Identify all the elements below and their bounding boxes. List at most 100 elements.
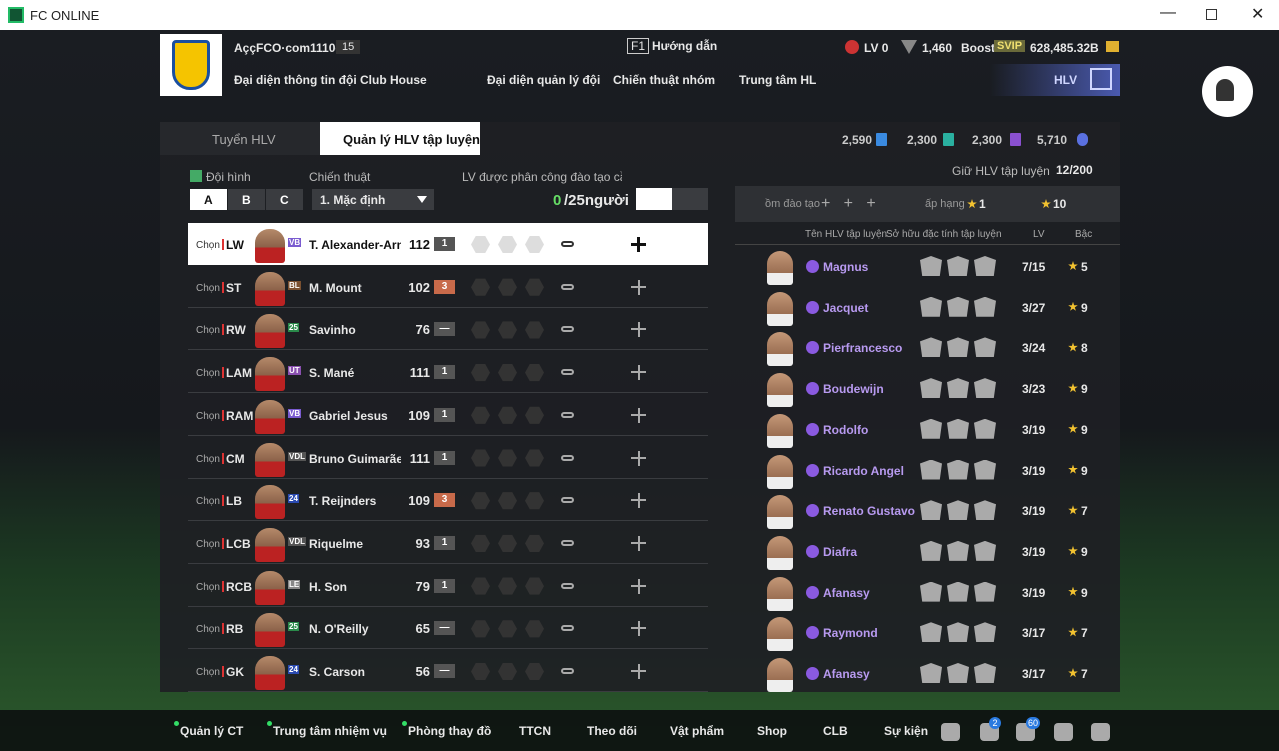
bottom-nav-item[interactable]: Quản lý CT (180, 724, 244, 738)
link-icon[interactable] (561, 369, 574, 376)
choose[interactable]: Chọn (196, 496, 220, 508)
slot (471, 492, 490, 510)
link-icon[interactable] (561, 454, 574, 461)
tab-label[interactable]: Tuyển HLV (212, 132, 276, 147)
add-icon[interactable] (638, 279, 640, 295)
choose[interactable]: Chọn (196, 368, 220, 380)
player-row[interactable] (188, 394, 708, 436)
coach-name[interactable]: Renato Gustavo (823, 504, 916, 519)
add-icon[interactable] (638, 621, 640, 637)
tactic-select[interactable]: 1. Mặc định (312, 189, 434, 210)
coach-name[interactable]: Afanasy (823, 585, 870, 600)
help-key[interactable]: F1 (627, 38, 650, 54)
coach-name[interactable]: Diafra (823, 544, 858, 559)
formation-button[interactable] (190, 189, 227, 210)
link-icon[interactable] (561, 668, 574, 674)
tactic[interactable]: 1. Mặc định (320, 193, 386, 207)
coach-name[interactable]: Boudewijn (823, 382, 884, 397)
maximize[interactable] (1206, 9, 1217, 20)
bottom-nav-item[interactable]: Shop (757, 724, 787, 738)
bottom-nav-item[interactable]: TTCN (519, 724, 551, 738)
bottom-nav-item[interactable]: Sự kiện (884, 724, 929, 738)
add-icon[interactable] (638, 322, 640, 338)
close[interactable]: ✕ (1251, 6, 1265, 23)
formation[interactable]: A (204, 193, 213, 207)
profile-button[interactable] (1202, 66, 1253, 117)
link-icon[interactable] (561, 539, 574, 546)
tab-label[interactable]: Quản lý HLV tập luyện (343, 132, 481, 147)
player-row[interactable] (188, 266, 708, 308)
link-icon[interactable] (561, 625, 574, 632)
choose[interactable]: Chọn (196, 667, 220, 678)
rank-from[interactable]: 1 (979, 197, 986, 211)
rank-filter[interactable]: ấp hạng (925, 198, 965, 210)
add-icon[interactable] (638, 365, 640, 381)
choose[interactable]: Chọn (196, 538, 220, 550)
nav-item[interactable]: Trung tâm HL (739, 73, 817, 87)
coach-grade: 7 (1081, 504, 1088, 519)
link-icon[interactable] (561, 497, 574, 504)
player-row[interactable] (188, 437, 708, 479)
tab[interactable] (160, 122, 320, 155)
add-icon[interactable] (638, 450, 640, 466)
player-row[interactable] (188, 308, 708, 351)
list-view[interactable] (636, 188, 672, 210)
bottom-nav-item[interactable]: Trung tâm nhiệm vụ (273, 724, 388, 738)
player-row[interactable] (188, 565, 708, 607)
coach-name[interactable]: Jacquet (823, 300, 869, 315)
nav-item[interactable]: Chiến thuật nhóm (613, 73, 715, 87)
bottom-icon[interactable] (941, 723, 960, 741)
link-icon[interactable] (561, 283, 574, 290)
player-row[interactable] (188, 351, 708, 394)
add-icon[interactable] (638, 493, 640, 509)
add-icon[interactable] (638, 578, 640, 594)
choose[interactable]: Chọn (196, 624, 220, 636)
help[interactable]: Hướng dẫn (652, 39, 718, 53)
formation-button[interactable] (266, 189, 303, 210)
rank-to[interactable]: 10 (1053, 197, 1067, 211)
bottom-icon[interactable] (1091, 723, 1110, 741)
choose[interactable]: Chọn (196, 325, 220, 337)
add-icon[interactable] (637, 237, 640, 252)
nav-item[interactable]: Đại diện quản lý đội (487, 73, 601, 87)
hlv-label[interactable]: HLV (1054, 73, 1078, 87)
coach-name[interactable]: Ricardo Angel (823, 463, 904, 478)
formation[interactable]: B (242, 193, 251, 207)
bottom-nav-item[interactable]: Theo dõi (587, 724, 637, 738)
choose[interactable]: Chọn (196, 453, 220, 465)
choose[interactable]: Chọn (196, 282, 220, 294)
coach-name[interactable]: Rodolfo (823, 422, 869, 437)
link-icon[interactable] (561, 411, 574, 418)
nav-item[interactable]: Club House (360, 73, 427, 87)
player-row[interactable] (188, 607, 708, 650)
group-filter[interactable]: ồm đào tạo (765, 198, 821, 210)
bottom-icon[interactable] (1054, 723, 1073, 741)
minimize[interactable]: — (1160, 4, 1176, 21)
bottom-nav-item[interactable]: Vật phẩm (670, 724, 725, 738)
add-icon[interactable] (638, 407, 640, 423)
tab-active[interactable] (320, 122, 480, 155)
coach-name[interactable]: Afanasy (823, 667, 870, 681)
player-row[interactable] (188, 522, 708, 564)
formation[interactable]: C (280, 193, 289, 207)
link-icon[interactable] (561, 241, 574, 247)
player-row[interactable] (188, 479, 708, 522)
grid-view[interactable] (672, 188, 708, 210)
coach-name[interactable]: Magnus (823, 260, 869, 274)
choose[interactable]: Chọn (196, 410, 220, 422)
coach-name[interactable]: Pierfrancesco (823, 341, 903, 356)
hlv-button[interactable]: HLV (990, 64, 1120, 96)
bottom-nav-item[interactable]: Phòng thay đồ (408, 724, 492, 738)
nav-item[interactable]: Đại diện thông tin đội (234, 73, 357, 87)
player-row[interactable] (188, 650, 708, 692)
coach-name[interactable]: Raymond (823, 626, 878, 641)
choose[interactable]: Chọn (196, 240, 220, 251)
link-icon[interactable] (561, 582, 574, 589)
choose[interactable]: Chọn (196, 581, 220, 593)
add-icon[interactable] (638, 664, 640, 679)
link-icon[interactable] (561, 326, 574, 333)
position: RW (226, 323, 246, 338)
formation-button[interactable] (228, 189, 265, 210)
add-icon[interactable] (638, 535, 640, 551)
bottom-nav-item[interactable]: CLB (823, 724, 848, 738)
